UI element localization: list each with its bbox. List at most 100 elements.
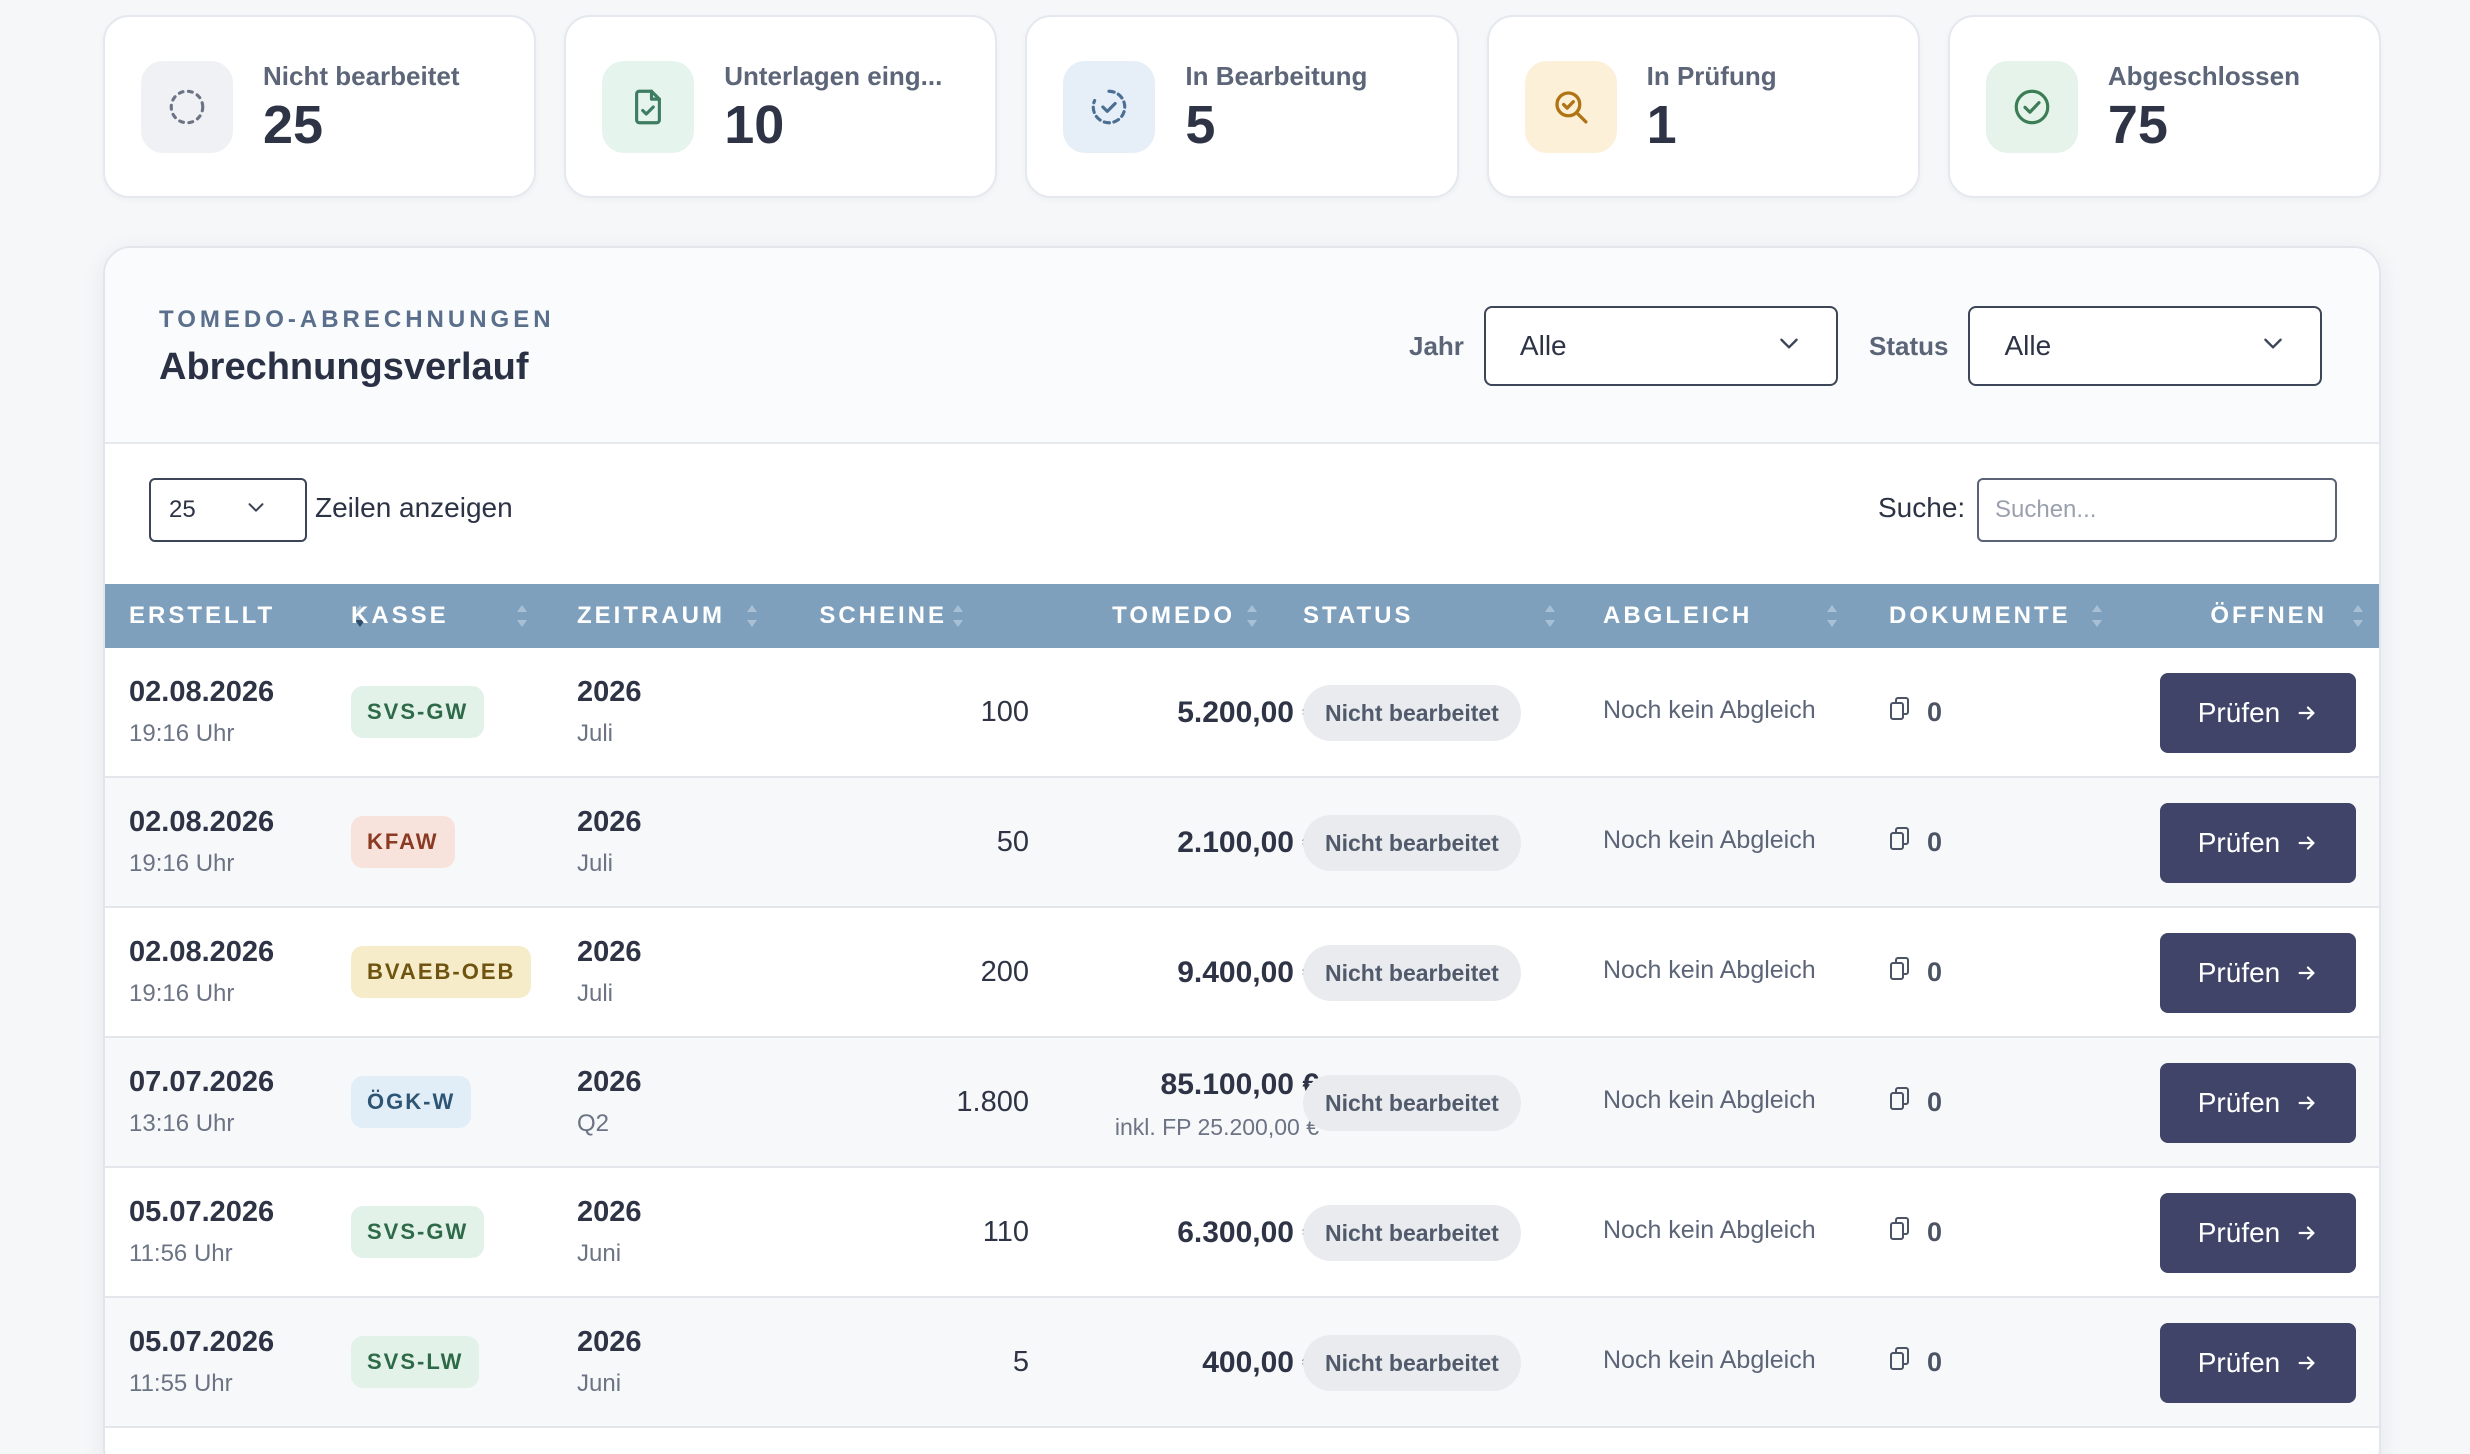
- arrow-right-icon: [2280, 1092, 2318, 1114]
- status-summary: Nicht bearbeitet 25 Unterlagen eing... 1…: [103, 15, 2382, 198]
- pruefen-button[interactable]: Prüfen: [2160, 933, 2356, 1013]
- stat-label: Unterlagen eing...: [724, 61, 943, 91]
- sort-arrows-icon[interactable]: [2090, 601, 2104, 631]
- documents-count[interactable]: 0: [1889, 696, 1942, 729]
- kasse-badge: SVS-GW: [351, 686, 485, 738]
- created-date: 05.07.2026: [129, 1196, 275, 1228]
- column-header-status[interactable]: STATUS: [1303, 584, 1413, 648]
- created-time: 19:16 Uhr: [129, 850, 235, 877]
- period-label: Juli: [577, 850, 614, 877]
- stat-card-in-prüfung[interactable]: In Prüfung 1: [1486, 15, 1920, 198]
- year-filter-label: Jahr: [1409, 330, 1464, 361]
- column-header-öffnen[interactable]: ÖFFNEN: [2095, 584, 2327, 648]
- sort-arrows-icon[interactable]: [2351, 601, 2365, 631]
- sort-arrows-icon[interactable]: [951, 601, 965, 631]
- column-header-erstellt[interactable]: ERSTELLT: [129, 584, 275, 648]
- sort-arrows-icon[interactable]: [1245, 601, 1259, 631]
- column-header-dokumente[interactable]: DOKUMENTE: [1889, 584, 2071, 648]
- table-row[interactable]: 07.07.2026 13:16 Uhr ÖGK-W 2026 Q2 1.800…: [105, 1038, 2379, 1168]
- tomedo-amount: 5.200,00 €: [1177, 696, 1319, 729]
- documents-count[interactable]: 0: [1889, 826, 1942, 859]
- pruefen-button[interactable]: Prüfen: [2160, 673, 2356, 753]
- dashed-circle-icon: [141, 60, 233, 153]
- column-header-scheine[interactable]: SCHEINE: [817, 584, 947, 648]
- period-year: 2026: [577, 676, 642, 708]
- sort-arrows-icon[interactable]: [515, 601, 529, 631]
- table-row[interactable]: 02.08.2026 19:16 Uhr SVS-GW 2026 Juli 10…: [105, 648, 2379, 778]
- abgleich-status: Noch kein Abgleich: [1603, 1086, 1816, 1114]
- column-header-zeitraum[interactable]: ZEITRAUM: [577, 584, 725, 648]
- period-year: 2026: [577, 1326, 642, 1358]
- document-check-icon: [602, 60, 695, 153]
- stat-label: In Bearbeitung: [1185, 61, 1368, 91]
- stat-value: 10: [724, 95, 785, 155]
- column-header-tomedo[interactable]: TOMEDO: [1005, 584, 1235, 648]
- column-label: ZEITRAUM: [577, 602, 725, 629]
- pruefen-button[interactable]: Prüfen: [2160, 1323, 2356, 1403]
- pruefen-button[interactable]: Prüfen: [2160, 1193, 2356, 1273]
- pruefen-button-label: Prüfen: [2197, 957, 2281, 988]
- period-year: 2026: [577, 806, 642, 838]
- arrow-right-icon: [2280, 962, 2318, 984]
- stat-card-nicht-bearbeitet[interactable]: Nicht bearbeitet 25: [103, 15, 537, 198]
- panel-eyebrow: TOMEDO-ABRECHNUNGEN: [159, 306, 555, 333]
- column-header-abgleich[interactable]: ABGLEICH: [1603, 584, 1752, 648]
- abgleich-status: Noch kein Abgleich: [1603, 956, 1816, 984]
- status-badge: Nicht bearbeitet: [1303, 1335, 1521, 1391]
- kasse-badge: SVS-LW: [351, 1336, 480, 1388]
- abgleich-status: Noch kein Abgleich: [1603, 1346, 1816, 1374]
- scheine-count: 110: [982, 1216, 1029, 1248]
- pruefen-button-label: Prüfen: [2197, 827, 2281, 858]
- documents-count-value: 0: [1927, 1217, 1943, 1247]
- period-year: 2026: [577, 1196, 642, 1228]
- documents-count-value: 0: [1927, 697, 1943, 727]
- documents-count[interactable]: 0: [1889, 1086, 1942, 1119]
- page-length-value: 25: [169, 496, 196, 523]
- table-row[interactable]: 05.07.2026 11:56 Uhr SVS-GW 2026 Juni 11…: [105, 1168, 2379, 1298]
- table-row[interactable]: 05.07.2026 11:55 Uhr SVS-LW 2026 Juni 5 …: [105, 1298, 2379, 1428]
- sort-arrows-icon[interactable]: [745, 601, 759, 631]
- tomedo-flat-rate: inkl. FP 25.200,00 €: [1114, 1114, 1319, 1140]
- table-row[interactable]: 02.08.2026 19:16 Uhr KFAW 2026 Juli 50 2…: [105, 778, 2379, 908]
- documents-count[interactable]: 0: [1889, 1346, 1942, 1379]
- panel-title: Abrechnungsverlauf: [159, 346, 529, 388]
- sort-arrows-icon[interactable]: [353, 601, 367, 631]
- stat-card-abgeschlossen[interactable]: Abgeschlossen 75: [1947, 15, 2382, 198]
- period-label: Juli: [577, 980, 614, 1007]
- status-filter: Status Alle: [1869, 306, 2323, 386]
- magnifier-check-icon: [1524, 60, 1617, 153]
- stat-value: 5: [1185, 95, 1216, 155]
- documents-count[interactable]: 0: [1889, 956, 1942, 989]
- column-header-kasse[interactable]: KASSE: [351, 584, 449, 648]
- arrow-right-icon: [2280, 1222, 2318, 1244]
- pruefen-button[interactable]: Prüfen: [2160, 803, 2356, 883]
- stat-card-in-bearbeitung[interactable]: In Bearbeitung 5: [1025, 15, 1459, 198]
- documents-icon: [1889, 826, 1927, 859]
- stat-value: 25: [263, 95, 324, 155]
- chevron-down-icon: [2260, 330, 2286, 363]
- pruefen-button-label: Prüfen: [2197, 1217, 2281, 1248]
- column-label: ABGLEICH: [1603, 602, 1753, 629]
- stat-card-unterlagen-eing[interactable]: Unterlagen eing... 10: [564, 15, 998, 198]
- documents-count[interactable]: 0: [1889, 1216, 1942, 1249]
- sort-arrows-icon[interactable]: [1825, 601, 1839, 631]
- status-select[interactable]: Alle: [1968, 306, 2323, 386]
- page-length-select[interactable]: 25: [149, 478, 307, 542]
- table-body: 02.08.2026 19:16 Uhr SVS-GW 2026 Juli 10…: [105, 648, 2379, 1428]
- sort-arrows-icon[interactable]: [1543, 601, 1557, 631]
- search-input[interactable]: [1977, 478, 2337, 542]
- documents-count-value: 0: [1927, 1087, 1943, 1117]
- circle-progress-icon: [1063, 60, 1156, 153]
- status-badge: Nicht bearbeitet: [1303, 815, 1521, 871]
- tomedo-amount: 2.100,00 €: [1177, 826, 1319, 859]
- stat-label: Nicht bearbeitet: [263, 61, 460, 91]
- stat-value: 1: [1646, 95, 1677, 155]
- abgleich-status: Noch kein Abgleich: [1603, 826, 1816, 854]
- tomedo-amount: 9.400,00 €: [1177, 956, 1319, 989]
- pruefen-button[interactable]: Prüfen: [2160, 1063, 2356, 1143]
- page-length-label: Zeilen anzeigen: [315, 492, 513, 523]
- year-select[interactable]: Alle: [1483, 306, 1838, 386]
- table-row[interactable]: 02.08.2026 19:16 Uhr BVAEB-OEB 2026 Juli…: [105, 908, 2379, 1038]
- chevron-down-icon: [1776, 330, 1802, 363]
- column-label: KASSE: [351, 602, 449, 629]
